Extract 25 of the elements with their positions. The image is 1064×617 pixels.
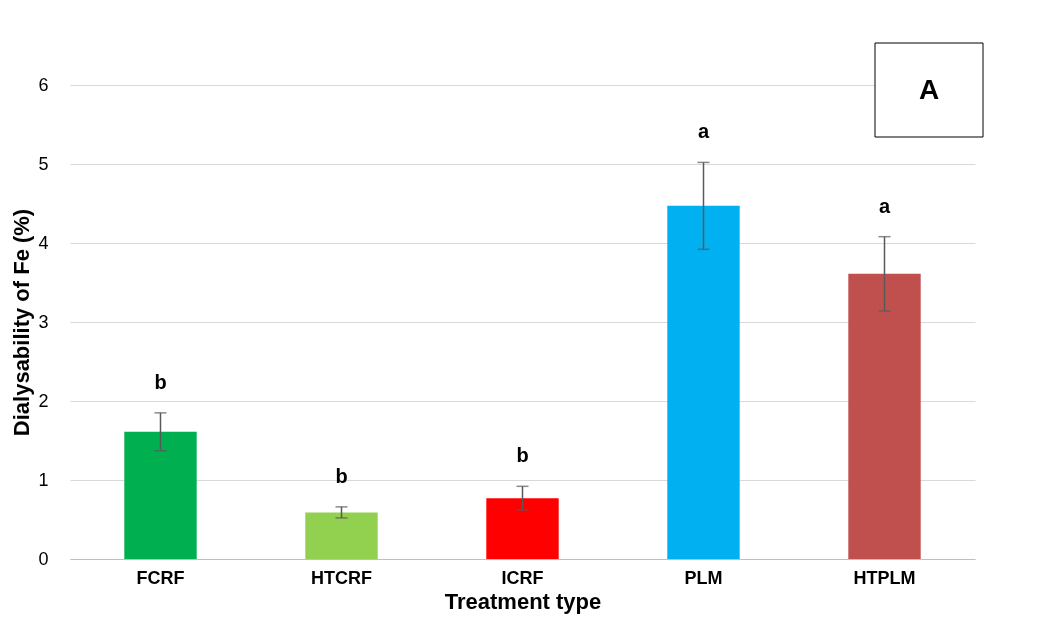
- y-tick-label: 2: [38, 390, 49, 411]
- y-tick-label: 5: [38, 153, 49, 174]
- x-tick-label: PLM: [684, 567, 723, 588]
- bar: [667, 205, 740, 559]
- bar: [848, 273, 921, 559]
- annotation: b: [516, 444, 529, 467]
- annotation: a: [878, 194, 891, 217]
- y-tick-label: 0: [38, 548, 49, 569]
- y-tick-label: 6: [38, 74, 49, 95]
- bar: [305, 512, 378, 559]
- annotation: b: [154, 370, 167, 393]
- y-axis-title: Dialysability of Fe (%): [9, 208, 35, 437]
- x-axis-title: Treatment type: [444, 588, 602, 614]
- annotation: A: [918, 74, 940, 105]
- annotation: a: [697, 120, 710, 143]
- x-tick-label: ICRF: [501, 567, 544, 588]
- x-tick-label: HTCRF: [311, 567, 372, 588]
- y-tick-label: 3: [38, 311, 49, 332]
- bar: [486, 498, 559, 559]
- x-tick-label: HTPLM: [853, 567, 916, 588]
- x-tick-label: FCRF: [136, 567, 185, 588]
- bar: [124, 431, 197, 559]
- annotation: b: [335, 464, 348, 487]
- y-tick-label: 1: [38, 469, 49, 490]
- y-tick-label: 4: [38, 232, 49, 253]
